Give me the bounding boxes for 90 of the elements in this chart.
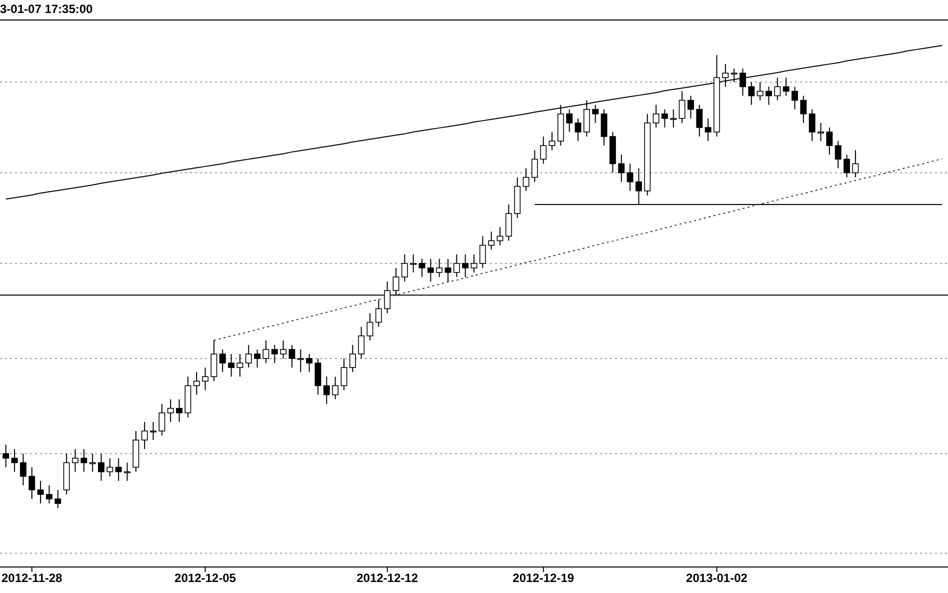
candlestick [470, 254, 478, 273]
candlestick [505, 204, 512, 242]
candlestick [37, 480, 44, 504]
candlestick [852, 150, 859, 178]
candlestick [418, 258, 426, 278]
candlestick [583, 100, 590, 138]
candlestick [834, 140, 842, 169]
candlestick [288, 344, 296, 368]
candlestick [141, 421, 148, 450]
x-tick-label: 2013-01-02 [686, 571, 748, 585]
candlestick [488, 231, 495, 250]
candlestick [297, 348, 304, 373]
candlestick [306, 353, 312, 373]
candlestick [548, 132, 556, 151]
candlestick [540, 136, 547, 164]
candlestick [662, 108, 668, 128]
candlestick [453, 254, 460, 278]
candlestick [115, 458, 122, 482]
candlestick [106, 458, 114, 477]
candlestick [20, 453, 26, 486]
candlestick [366, 312, 374, 341]
candlestick [210, 340, 218, 382]
candlestick [271, 344, 278, 364]
candlestick [314, 358, 322, 396]
candlestick [592, 104, 599, 124]
candlestick [176, 398, 182, 422]
x-tick-label: 2012-11-28 [1, 571, 63, 585]
candlestick [323, 376, 330, 404]
candlestick [740, 68, 746, 96]
candlestick [800, 95, 807, 124]
candlestick [826, 126, 833, 156]
candlestick [766, 86, 772, 106]
candlestick [600, 108, 608, 146]
candlestick [652, 104, 660, 128]
candlestick [46, 484, 52, 504]
candlestick [98, 453, 104, 482]
candlestick [150, 421, 156, 441]
candlestick [72, 448, 78, 472]
candlestick [618, 154, 625, 182]
candlestick [427, 258, 434, 282]
candlestick [792, 86, 798, 110]
candlestick [756, 82, 764, 101]
candlestick [436, 258, 443, 278]
candlestick [349, 344, 356, 373]
candlestick [574, 118, 582, 142]
candlestick [748, 82, 755, 106]
candlestick [219, 348, 226, 373]
candlestick [228, 353, 234, 378]
candlestick [158, 403, 166, 436]
candlestick [704, 118, 712, 142]
candlestick [774, 77, 781, 101]
candlestick [80, 448, 88, 472]
candlestick [202, 367, 208, 391]
candlestick [254, 348, 260, 368]
candlestick [2, 444, 10, 468]
x-tick-label: 2012-12-12 [356, 571, 418, 585]
candlestick [808, 108, 816, 142]
candlestick [358, 326, 365, 360]
candlestick [688, 95, 694, 119]
candlestick [167, 398, 174, 422]
candlestick [722, 64, 729, 88]
candlestick [54, 489, 62, 508]
candlestick [479, 236, 486, 268]
candlestick [522, 168, 530, 192]
candlestick [262, 340, 270, 364]
candlestick [626, 163, 634, 192]
candlestick [444, 258, 452, 282]
candlestick [340, 358, 348, 391]
candlestick [531, 150, 538, 182]
candlestick [818, 122, 824, 142]
candlestick [566, 108, 573, 133]
candlestick [280, 340, 286, 360]
candlestick [844, 154, 850, 178]
chart-title: 3-01-07 17:35:00 [0, 2, 94, 16]
candlestick [332, 376, 339, 400]
candlestick [193, 372, 200, 396]
candlestick [730, 68, 738, 83]
candlestick [462, 254, 469, 278]
candlestick [678, 90, 686, 124]
candlestick [696, 104, 703, 138]
x-tick-label: 2012-12-19 [512, 571, 574, 585]
candlestick [670, 108, 677, 128]
candlestick [236, 353, 244, 378]
candlestick [28, 466, 36, 500]
candlestick [410, 254, 417, 273]
candlestick [401, 254, 408, 282]
x-tick-label: 2012-12-05 [174, 571, 236, 585]
candlestick [782, 77, 790, 96]
candlestick [245, 344, 252, 368]
candlestick [375, 299, 382, 328]
